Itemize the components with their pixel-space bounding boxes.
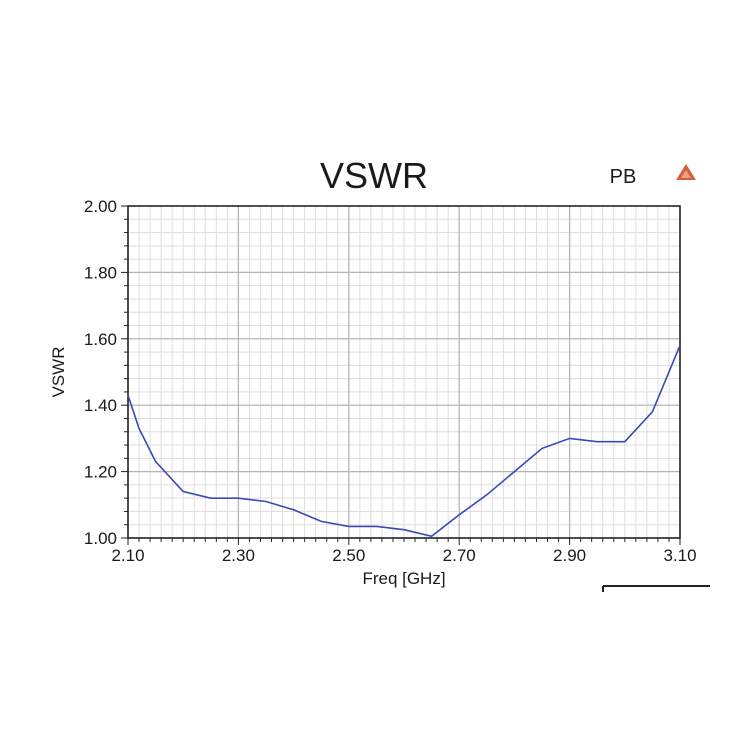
pb-badge-label: PB: [610, 166, 637, 188]
y-axis-label: VSWR: [49, 347, 68, 398]
vswr-series-line: [127, 345, 681, 538]
x-tick-label: 3.10: [663, 546, 696, 565]
chart-title: VSWR: [320, 155, 428, 196]
x-axis-label: Freq [GHz]: [362, 569, 445, 588]
x-tick-label: 2.90: [553, 546, 586, 565]
y-tick-label: 1.00: [84, 529, 117, 548]
x-tick-label: 2.50: [332, 546, 365, 565]
y-tick-labels: 2.00 1.80 1.60 1.40 1.20 1.00: [84, 197, 117, 548]
tick-marks: [121, 205, 681, 545]
y-tick-label: 2.00: [84, 197, 117, 216]
y-tick-label: 1.80: [84, 263, 117, 282]
y-tick-label: 1.60: [84, 330, 117, 349]
x-tick-label: 2.30: [222, 546, 255, 565]
plot-grid: [128, 206, 680, 538]
x-tick-label: 2.10: [111, 546, 144, 565]
x-tick-labels: 2.10 2.30 2.50 2.70 2.90 3.10: [111, 546, 696, 565]
x-tick-label: 2.70: [443, 546, 476, 565]
y-tick-label: 1.20: [84, 463, 117, 482]
warning-triangle-icon[interactable]: [676, 164, 696, 180]
y-tick-label: 1.40: [84, 396, 117, 415]
